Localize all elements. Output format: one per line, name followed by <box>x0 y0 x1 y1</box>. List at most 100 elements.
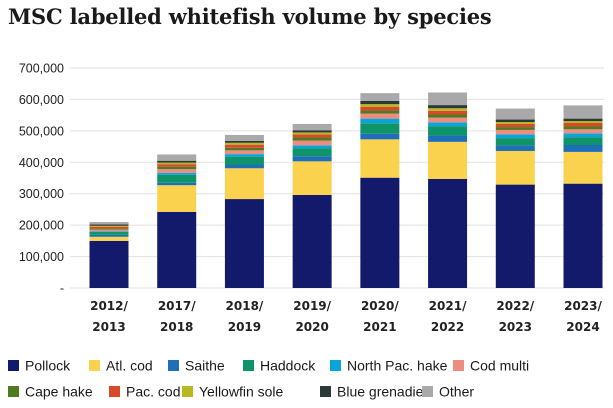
legend-swatch <box>182 386 193 397</box>
y-tick-label: 700,000 <box>19 62 64 76</box>
bar-segment <box>428 108 468 111</box>
bar-segment <box>428 141 468 179</box>
x-tick-label-line: 2021/ <box>429 299 467 313</box>
legend-label: Saithe <box>185 358 225 374</box>
bar-segment <box>428 122 468 127</box>
legend-label: Cod multi <box>470 358 529 374</box>
y-axis-ticks: - 100,000 200,000 300,000 400,000 500,000 600,… <box>19 62 64 296</box>
x-tick-label-line: 2023/ <box>564 299 602 313</box>
x-tick-label-line: 2024 <box>566 320 599 334</box>
bar-segment <box>360 93 400 101</box>
y-tick-label: 200,000 <box>19 219 64 233</box>
bar-segment <box>428 114 468 118</box>
legend-swatch <box>8 360 19 371</box>
bar-segment <box>292 134 332 138</box>
x-tick-label-line: 2020 <box>295 320 328 334</box>
bar-segment <box>428 105 468 109</box>
bar-segment <box>224 199 264 288</box>
bar-segment <box>157 169 197 173</box>
legend-item: Atl. cod <box>89 358 153 374</box>
bar-segment <box>360 118 400 124</box>
x-tick-label: 2019/2020 <box>293 299 331 334</box>
bar-segment <box>495 127 535 130</box>
bar-segment <box>89 228 129 230</box>
bar-segment <box>157 162 197 165</box>
y-tick-label: 400,000 <box>19 156 64 170</box>
bar-segment <box>224 150 264 155</box>
bar-segment <box>360 177 400 288</box>
x-tick-label-line: 2023 <box>499 320 532 334</box>
bar-segment <box>89 224 129 226</box>
bar-stack <box>292 123 332 288</box>
legend-swatch <box>243 360 254 371</box>
bar-segment <box>157 166 197 170</box>
x-tick-label-line: 2017/ <box>158 299 196 313</box>
legend-swatch <box>320 386 331 397</box>
bar-segment <box>428 92 468 106</box>
bar-segment <box>495 129 535 135</box>
bar-segment <box>360 133 400 140</box>
bar-segment <box>563 151 603 184</box>
legend-item: Cape hake <box>8 384 93 400</box>
bar-segment <box>563 145 603 152</box>
bar-segment <box>495 145 535 151</box>
bar-segment <box>89 240 129 288</box>
bar-segment <box>428 110 468 115</box>
legend-swatch <box>422 386 433 397</box>
bar-segment <box>360 113 400 119</box>
chart-title: MSC labelled whitefish volume by species <box>8 4 492 29</box>
bar-segment <box>157 211 197 288</box>
bar-stack <box>89 222 129 288</box>
legend-item: Cod multi <box>453 358 529 374</box>
bar-segment <box>89 225 129 227</box>
bar-segment <box>89 234 129 237</box>
bar-segment <box>495 123 535 128</box>
x-tick-label-line: 2012/ <box>90 299 128 313</box>
bar-segment <box>360 104 400 107</box>
bar-segment <box>157 160 197 163</box>
x-tick-label: 2018/2019 <box>226 299 264 334</box>
y-tick-label: 100,000 <box>19 250 64 264</box>
legend-swatch <box>168 360 179 371</box>
legend-label: Yellowfin sole <box>199 384 284 400</box>
legend-item: Yellowfin sole <box>182 384 284 400</box>
legend-label: Pac. cod <box>126 384 180 400</box>
bar-segment <box>563 121 603 123</box>
legend-label: Pollock <box>25 358 71 374</box>
bar-stack <box>563 105 603 288</box>
bar-segment <box>563 133 603 138</box>
bar-segment <box>157 164 197 167</box>
legend-item: Pollock <box>8 358 71 374</box>
bar-segment <box>224 154 264 157</box>
bar-segment <box>495 138 535 146</box>
bar-segment <box>495 150 535 185</box>
bar-segment <box>224 156 264 165</box>
x-tick-label-line: 2018 <box>160 320 193 334</box>
legend-swatch <box>89 360 100 371</box>
bar-segment <box>292 140 332 146</box>
bar-segment <box>428 126 468 136</box>
bar-segment <box>292 132 332 135</box>
legend-swatch <box>330 360 341 371</box>
y-tick-label: 500,000 <box>19 124 64 138</box>
bar-segment <box>224 144 264 148</box>
legend-item: Pac. cod <box>109 384 180 400</box>
bar-segment <box>428 117 468 123</box>
x-axis-ticks: 2012/20132017/20182018/20192019/20202020… <box>90 299 602 334</box>
bar-segment <box>224 164 264 169</box>
legend-item: Blue grenadier <box>320 384 428 400</box>
legend-swatch <box>8 386 19 397</box>
legend-label: North Pac. hake <box>347 358 448 374</box>
x-tick-label-line: 2021 <box>363 320 396 334</box>
legend-label: Other <box>439 384 474 400</box>
bar-segment <box>495 134 535 139</box>
bars <box>89 92 603 288</box>
bar-segment <box>89 236 129 241</box>
bar-segment <box>292 123 332 131</box>
legend-label: Haddock <box>260 358 316 374</box>
bar-stack <box>495 108 535 288</box>
bar-segment <box>292 130 332 133</box>
bar-segment <box>428 135 468 142</box>
bar-segment <box>224 168 264 200</box>
legend: Pollock Atl. cod Saithe Haddock North Pac. h… <box>8 358 529 400</box>
